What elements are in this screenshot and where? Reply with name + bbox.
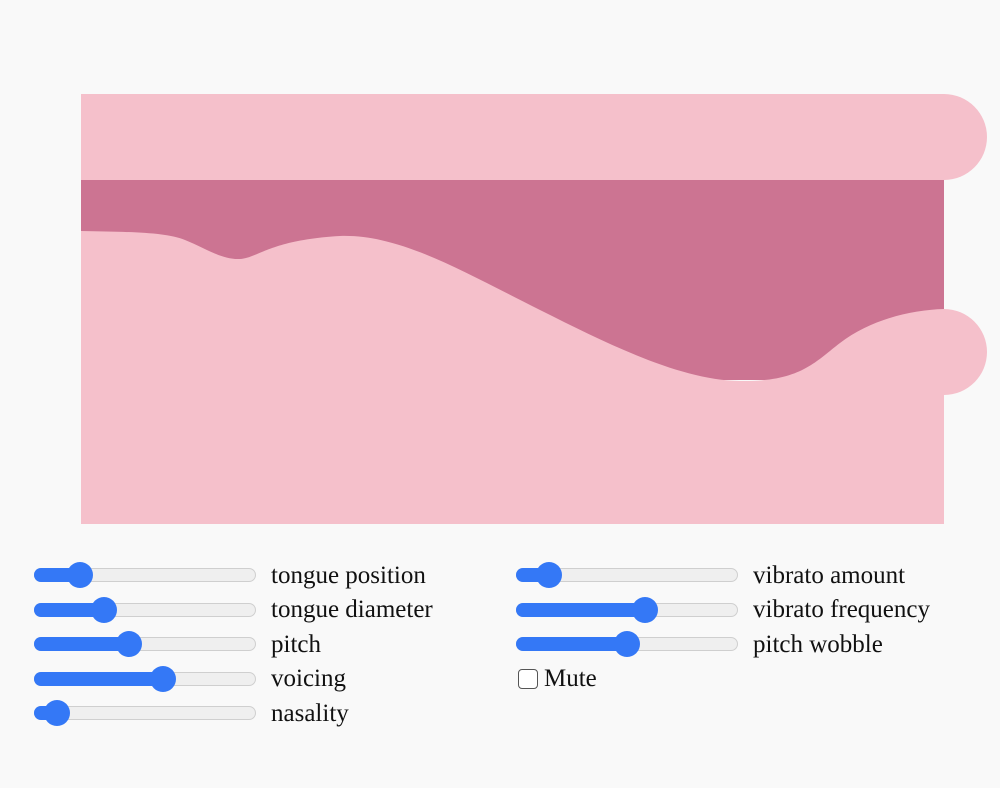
nasality-label: nasality bbox=[271, 699, 349, 727]
vibrato-frequency-slider[interactable] bbox=[516, 596, 738, 623]
pitch-wobble-slider[interactable] bbox=[516, 631, 738, 658]
slider-fill bbox=[34, 602, 104, 617]
tongue-position-slider[interactable] bbox=[34, 562, 256, 589]
voicing-slider[interactable] bbox=[34, 665, 256, 692]
slider-fill bbox=[516, 637, 627, 652]
nasality-slider[interactable] bbox=[34, 700, 256, 727]
vibrato-frequency-label: vibrato frequency bbox=[753, 596, 931, 624]
slider-thumb[interactable] bbox=[67, 562, 94, 589]
slider-row-vibrato-frequency: vibrato frequency bbox=[516, 593, 930, 628]
pitch-label: pitch bbox=[271, 630, 321, 658]
palate-band bbox=[81, 94, 987, 180]
vibrato-amount-slider[interactable] bbox=[516, 562, 738, 589]
pitch-slider[interactable] bbox=[34, 631, 256, 658]
slider-thumb[interactable] bbox=[90, 596, 117, 623]
voicing-label: voicing bbox=[271, 665, 346, 693]
tongue-diameter-label: tongue diameter bbox=[271, 596, 433, 624]
slider-fill bbox=[34, 671, 163, 686]
slider-thumb[interactable] bbox=[116, 631, 143, 658]
slider-thumb[interactable] bbox=[631, 596, 658, 623]
pitch-wobble-label: pitch wobble bbox=[753, 630, 883, 658]
slider-row-voicing: voicing bbox=[34, 662, 433, 697]
right-controls: vibrato amount vibrato frequency pitch w… bbox=[516, 558, 930, 696]
slider-fill bbox=[516, 602, 645, 617]
slider-thumb[interactable] bbox=[43, 700, 70, 727]
tongue-position-label: tongue position bbox=[271, 561, 426, 589]
slider-fill bbox=[34, 637, 130, 652]
slider-thumb[interactable] bbox=[535, 562, 562, 589]
slider-row-tongue-diameter: tongue diameter bbox=[34, 593, 433, 628]
vocal-tract-visualization bbox=[81, 94, 987, 524]
left-controls: tongue position tongue diameter pitch bbox=[34, 558, 433, 731]
slider-row-nasality: nasality bbox=[34, 696, 433, 731]
mute-label[interactable]: Mute bbox=[544, 665, 597, 693]
tongue-body bbox=[81, 231, 987, 524]
slider-row-tongue-position: tongue position bbox=[34, 558, 433, 593]
vibrato-amount-label: vibrato amount bbox=[753, 561, 906, 589]
mute-checkbox[interactable] bbox=[518, 668, 538, 689]
slider-thumb[interactable] bbox=[614, 631, 640, 658]
slider-row-pitch-wobble: pitch wobble bbox=[516, 627, 930, 662]
slider-thumb[interactable] bbox=[149, 665, 176, 692]
mute-row: Mute bbox=[518, 662, 930, 697]
slider-row-vibrato-amount: vibrato amount bbox=[516, 558, 930, 593]
slider-row-pitch: pitch bbox=[34, 627, 433, 662]
tongue-diameter-slider[interactable] bbox=[34, 596, 256, 623]
